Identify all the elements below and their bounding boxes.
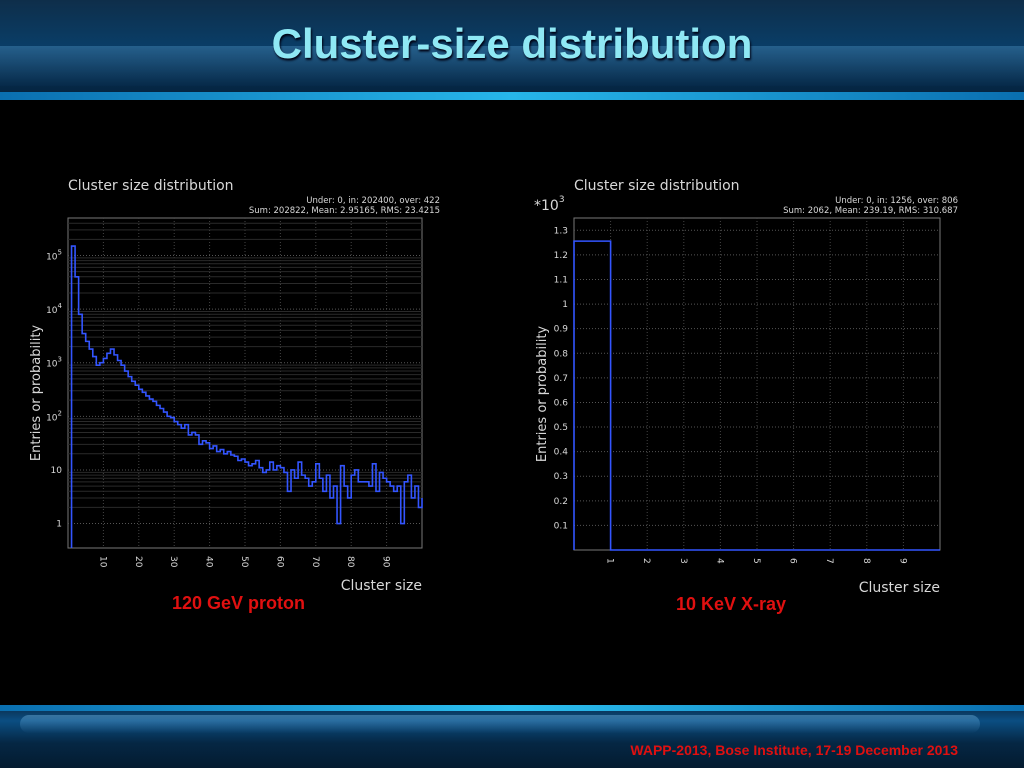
header-glow [0,46,1024,86]
y-tick-label: 10 [51,466,63,476]
x-tick-label: 2 [641,558,651,564]
slide-title: Cluster-size distribution [271,20,753,67]
y-tick-label: 1 [562,300,568,310]
chart-stats-line: Sum: 202822, Mean: 2.95165, RMS: 23.4215 [249,206,440,216]
chart-stats-line: Under: 0, in: 1256, over: 806 [835,196,958,206]
y-tick-label: 0.9 [554,325,569,335]
x-axis-label: Cluster size [341,578,422,592]
footer-banner: WAPP-2013, Bose Institute, 17-19 Decembe… [0,705,1024,768]
y-tick-label: 105 [46,248,62,262]
y-axis-label: Entries or probability [29,325,44,462]
xray-histogram-chart: Cluster size distribution Under: 0, in: 1… [534,178,958,596]
x-tick-label: 7 [824,558,834,564]
x-tick-label: 80 [345,556,355,568]
chart-panel-xray: Cluster size distribution Under: 0, in: 1… [522,172,962,596]
chart-title: Cluster size distribution [574,178,740,194]
x-tick-label: 30 [168,556,178,568]
y-tick-label: 0.7 [554,374,568,384]
x-tick-label: 10 [97,556,107,568]
chart-panel-proton: Cluster size distribution Under: 0, in: 2… [20,172,460,594]
y-tick-label: 0.8 [554,349,569,359]
footer-band [0,705,1024,711]
caption-proton: 120 GeV proton [172,593,306,613]
header-banner: Cluster-size distribution [0,0,1024,100]
x-tick-label: 60 [274,556,284,568]
x-axis-label: Cluster size [859,580,940,592]
proton-histogram-chart: Cluster size distribution Under: 0, in: 2… [29,178,440,594]
y-multiplier-label: *103 [534,195,565,214]
x-tick-label: 5 [751,558,761,564]
caption-xray: 10 KeV X-ray [676,594,787,614]
y-tick-label: 0.6 [554,398,569,408]
x-tick-label: 90 [381,556,391,568]
x-tick-label: 9 [897,558,907,564]
y-axis-label: Entries or probability [535,326,550,463]
footer-text: WAPP-2013, Bose Institute, 17-19 Decembe… [630,742,958,758]
header-band [0,92,1024,100]
x-tick-label: 4 [714,558,724,564]
x-tick-label: 50 [239,556,249,568]
y-tick-label: 0.5 [554,423,568,433]
y-tick-label: 103 [46,356,62,370]
y-tick-label: 1.1 [554,275,568,285]
y-tick-label: 0.3 [554,472,568,482]
x-tick-label: 1 [605,558,615,564]
y-tick-label: 1.2 [554,251,568,261]
y-tick-label: 104 [46,302,62,316]
x-tick-label: 40 [204,556,214,568]
x-tick-label: 3 [678,558,688,564]
chart-stats-line: Sum: 2062, Mean: 239.19, RMS: 310.687 [783,206,958,216]
footer-glow [20,715,980,733]
chart-stats-line: Under: 0, in: 202400, over: 422 [306,196,440,206]
histogram-series-line [573,240,940,551]
y-tick-label: 0.1 [554,521,568,531]
x-tick-label: 8 [861,558,871,564]
y-tick-label: 0.4 [554,448,569,458]
y-tick-label: 1 [56,520,62,530]
chart-title: Cluster size distribution [68,178,234,194]
x-tick-label: 6 [788,558,798,564]
x-tick-label: 20 [133,556,143,568]
x-tick-label: 70 [310,556,320,568]
histogram-series-line [70,245,423,548]
y-tick-label: 1.3 [554,226,568,236]
y-tick-label: 0.2 [554,497,568,507]
y-tick-label: 102 [46,409,62,423]
